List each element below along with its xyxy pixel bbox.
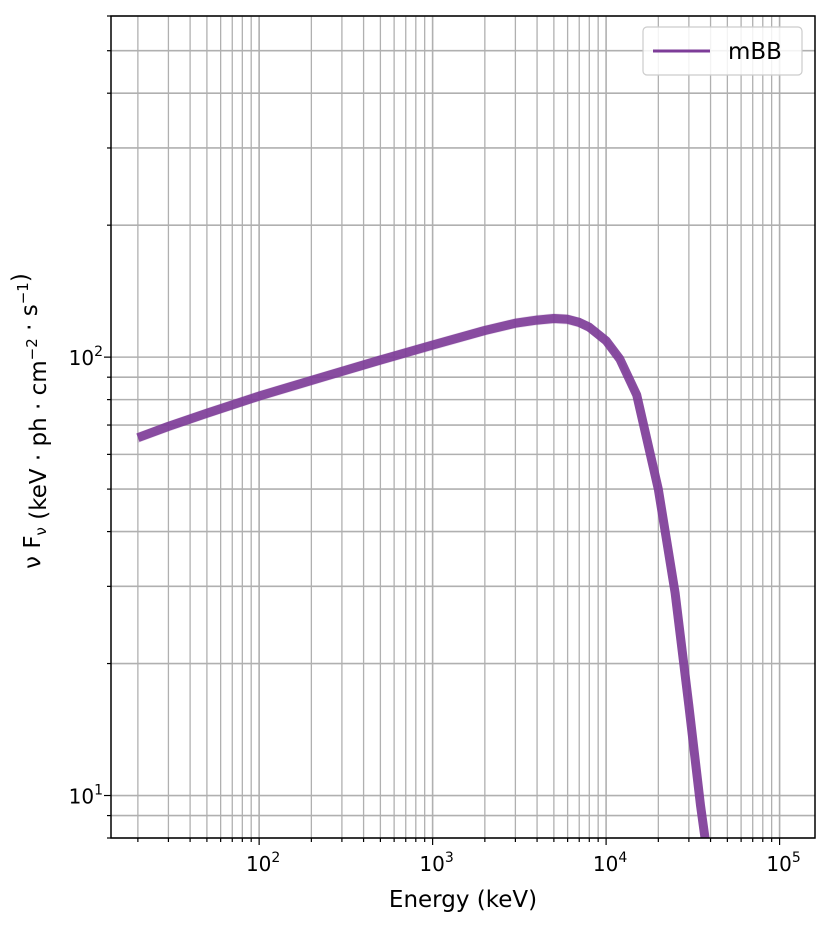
- series-line-mbb: [136, 314, 710, 838]
- plot-frame: [110, 15, 816, 839]
- legend: mBB: [642, 26, 803, 76]
- series-sample-line: [137, 315, 708, 838]
- x-tick-label: 105: [766, 850, 800, 876]
- series-sample-line: [137, 314, 709, 838]
- x-tick-label: 103: [419, 850, 453, 876]
- plot-area: [136, 313, 710, 838]
- series-sample-line: [137, 316, 707, 838]
- y-tick-label: 102: [69, 344, 103, 370]
- legend-box: [642, 26, 803, 76]
- x-tick-label: 104: [593, 850, 627, 876]
- y-axis-label: ν Fν (keV · ph · cm−2 · s−1): [8, 273, 52, 569]
- grid-lines: [111, 15, 815, 839]
- legend-label-mbb: mBB: [728, 39, 782, 65]
- series-sample-line: [137, 317, 706, 838]
- x-axis-label: Energy (keV): [389, 887, 537, 913]
- axis-ticks: 102 103 104 105 101 102: [69, 15, 801, 876]
- x-tick-label: 102: [246, 850, 280, 876]
- y-tick-label: 101: [69, 783, 103, 809]
